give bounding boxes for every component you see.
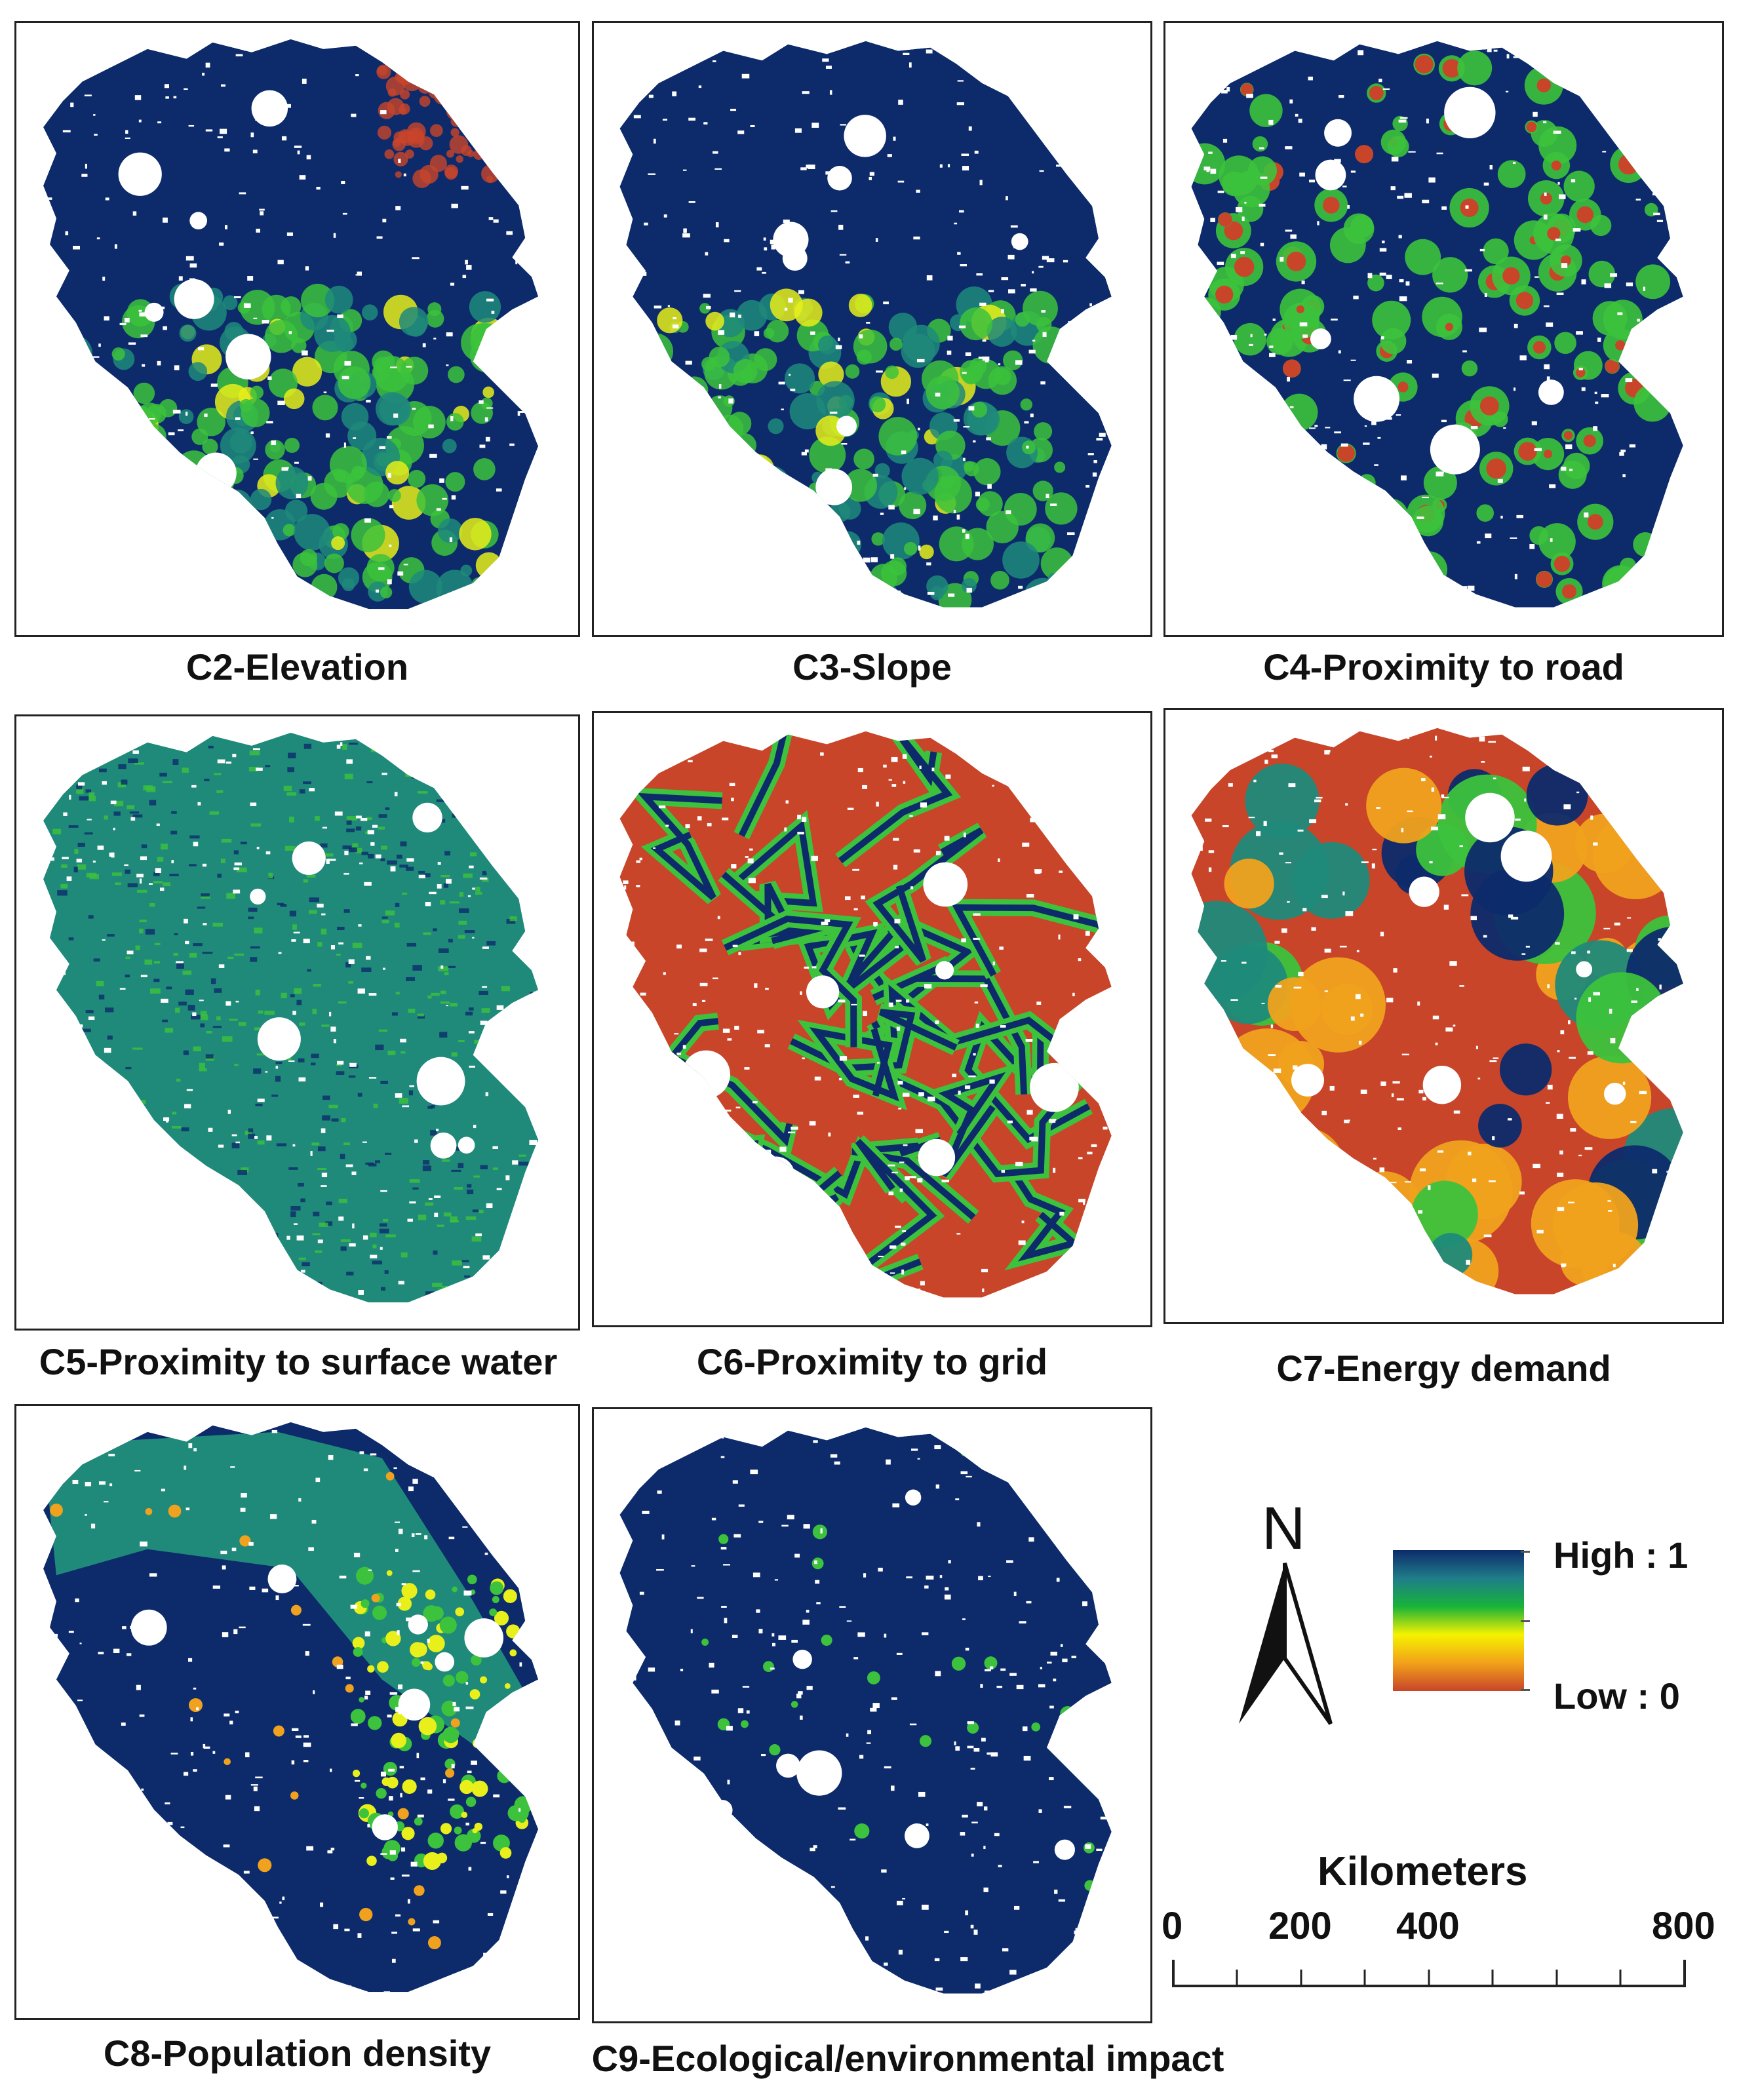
- map-panel-c4: [1163, 21, 1724, 637]
- map-c7: [1191, 728, 1683, 1294]
- map-panel-c5: [14, 714, 580, 1331]
- north-label: N: [1262, 1495, 1306, 1562]
- map-c8: [43, 1422, 539, 1993]
- map-panel-c6: [592, 711, 1152, 1327]
- map-panel-c9: [592, 1407, 1152, 2023]
- caption-c7: C7-Energy demand: [1276, 1348, 1611, 1389]
- scale-tick-label-800: 800: [1652, 1905, 1715, 1947]
- caption-c6: C6-Proximity to grid: [696, 1341, 1048, 1382]
- scale-tick-label-200: 200: [1268, 1905, 1332, 1947]
- map-panel-c7: [1163, 708, 1724, 1324]
- caption-c5: C5-Proximity to surface water: [39, 1341, 558, 1382]
- map-c9: [619, 1427, 1112, 1994]
- legend-tick-mid: [1521, 1620, 1530, 1622]
- scale-bar-title: Kilometers: [1318, 1849, 1528, 1894]
- scale-tick-label-400: 400: [1396, 1905, 1460, 1947]
- legend-low-label: Low : 0: [1553, 1675, 1680, 1717]
- map-panel-c3: [592, 21, 1152, 637]
- map-panel-c8: [14, 1404, 580, 2020]
- scale-bar: [1172, 1960, 1686, 1987]
- map-c6: [619, 731, 1112, 1298]
- north-arrow-icon: [1239, 1563, 1333, 1725]
- map-c2: [43, 39, 539, 610]
- caption-c2: C2-Elevation: [186, 646, 409, 688]
- map-c4: [1191, 41, 1683, 608]
- caption-c8: C8-Population density: [103, 2032, 492, 2074]
- scale-tick-label-0: 0: [1162, 1905, 1183, 1947]
- legend-tick-high: [1521, 1551, 1530, 1553]
- legend-tick-low: [1521, 1689, 1530, 1691]
- legend-gradient-bar: [1393, 1550, 1524, 1691]
- caption-c9: C9-Ecological/environmental impact: [591, 2038, 1224, 2079]
- map-c5: [43, 732, 539, 1303]
- legend-high-label: High : 1: [1553, 1534, 1689, 1576]
- caption-c3: C3-Slope: [792, 646, 952, 688]
- caption-c4: C4-Proximity to road: [1263, 646, 1624, 688]
- map-panel-c2: [14, 21, 580, 637]
- map-c3: [619, 41, 1112, 608]
